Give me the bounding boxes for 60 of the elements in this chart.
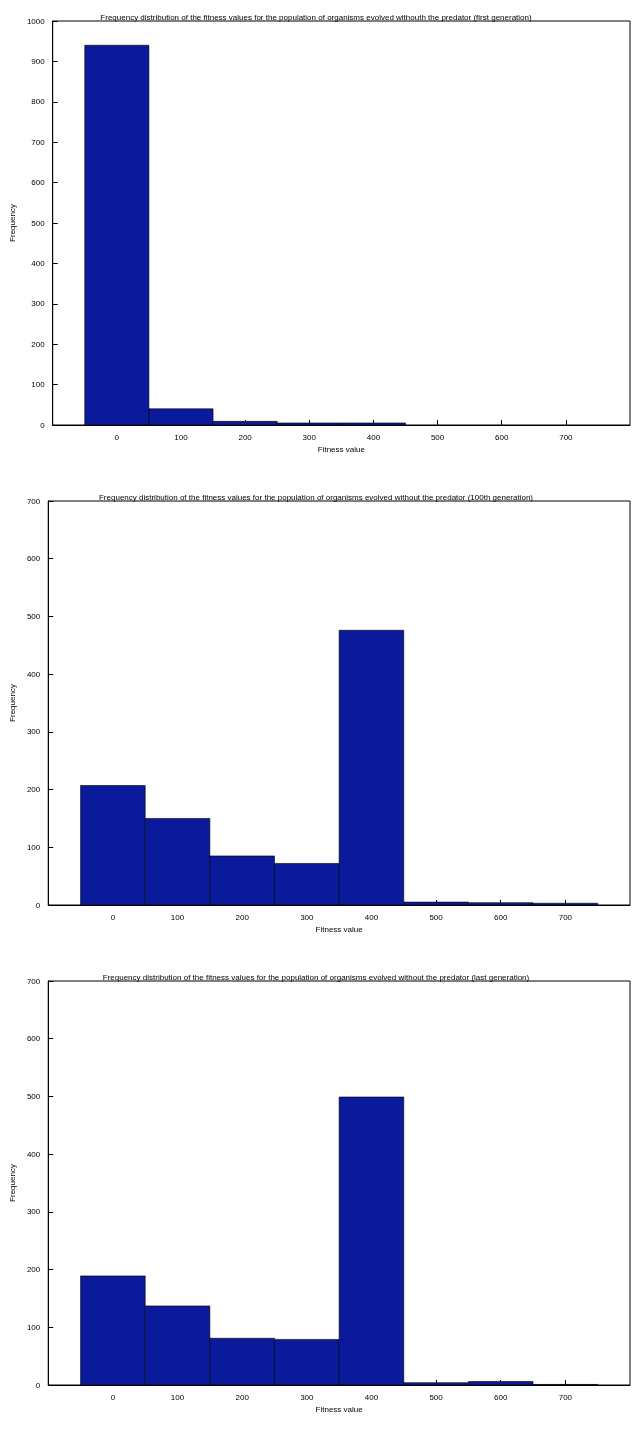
y-tick-label: 200 — [31, 339, 46, 349]
chart-title: Frequency distribution of the fitness values for the population of organisms evolved without the predator (last generation) — [102, 972, 530, 982]
x-tick-label: 300 — [300, 1392, 315, 1402]
x-tick-label: 600 — [495, 432, 509, 442]
x-tick-label: 400 — [364, 912, 379, 922]
x-tick-label: 700 — [558, 912, 573, 922]
y-tick-label: 800 — [31, 97, 46, 107]
x-tick-label: 0 — [114, 432, 120, 442]
y-tick-label: 100 — [31, 380, 46, 390]
x-tick-label: 200 — [235, 1392, 250, 1402]
x-tick-label: 100 — [170, 1392, 185, 1402]
x-tick-label: 500 — [430, 432, 445, 442]
y-tick-label: 300 — [26, 1207, 41, 1217]
y-tick-label: 600 — [26, 554, 41, 564]
x-tick-label: 700 — [558, 1392, 573, 1402]
y-tick-label: 700 — [31, 137, 46, 147]
x-axis-title: Fitness value — [317, 445, 366, 455]
y-tick-label: 500 — [31, 218, 46, 228]
y-tick-label: 100 — [26, 842, 41, 852]
x-tick-label: 600 — [494, 1392, 508, 1402]
y-axis-title: Frequency — [7, 684, 17, 722]
y-tick-label: 300 — [26, 727, 41, 737]
y-tick-label: 700 — [26, 496, 41, 506]
y-axis-title: Frequency — [7, 204, 17, 242]
y-tick-label: 500 — [26, 1091, 41, 1101]
y-tick-label: 100 — [26, 1322, 41, 1332]
y-tick-label: 0 — [40, 420, 46, 430]
y-tick-label: 0 — [35, 900, 41, 910]
x-tick-label: 300 — [302, 432, 317, 442]
x-tick-label: 500 — [429, 912, 444, 922]
x-tick-label: 600 — [494, 912, 508, 922]
y-axis-title: Frequency — [7, 1164, 17, 1202]
y-tick-label: 400 — [26, 669, 41, 679]
x-tick-label: 400 — [366, 432, 381, 442]
y-tick-label: 300 — [31, 299, 46, 309]
y-tick-label: 400 — [31, 258, 46, 268]
y-tick-label: 700 — [26, 976, 41, 986]
y-tick-label: 500 — [26, 611, 41, 621]
x-tick-label: 200 — [235, 912, 250, 922]
x-tick-label: 0 — [110, 912, 116, 922]
x-tick-label: 400 — [364, 1392, 379, 1402]
x-tick-label: 100 — [170, 912, 185, 922]
y-tick-label: 1000 — [26, 16, 46, 26]
x-tick-label: 0 — [110, 1392, 116, 1402]
y-tick-label: 0 — [35, 1380, 41, 1390]
x-axis-title: Fitness value — [315, 1405, 364, 1415]
chart-title: Frequency distribution of the fitness values for the population of organisms evolved withouth the predator (first generation) — [100, 12, 533, 22]
x-tick-label: 200 — [238, 432, 253, 442]
y-tick-label: 400 — [26, 1149, 41, 1159]
x-tick-label: 700 — [559, 432, 574, 442]
y-tick-label: 600 — [26, 1034, 41, 1044]
chart-title: Frequency distribution of the fitness values for the population of organisms evolved without the predator (100th generation) — [98, 492, 534, 502]
y-tick-label: 600 — [31, 178, 46, 188]
y-tick-label: 200 — [26, 785, 41, 795]
x-tick-label: 500 — [429, 1392, 444, 1402]
x-tick-label: 100 — [174, 432, 189, 442]
x-axis-title: Fitness value — [315, 925, 364, 935]
x-tick-label: 300 — [300, 912, 315, 922]
y-tick-label: 900 — [31, 56, 46, 66]
y-tick-label: 200 — [26, 1265, 41, 1275]
